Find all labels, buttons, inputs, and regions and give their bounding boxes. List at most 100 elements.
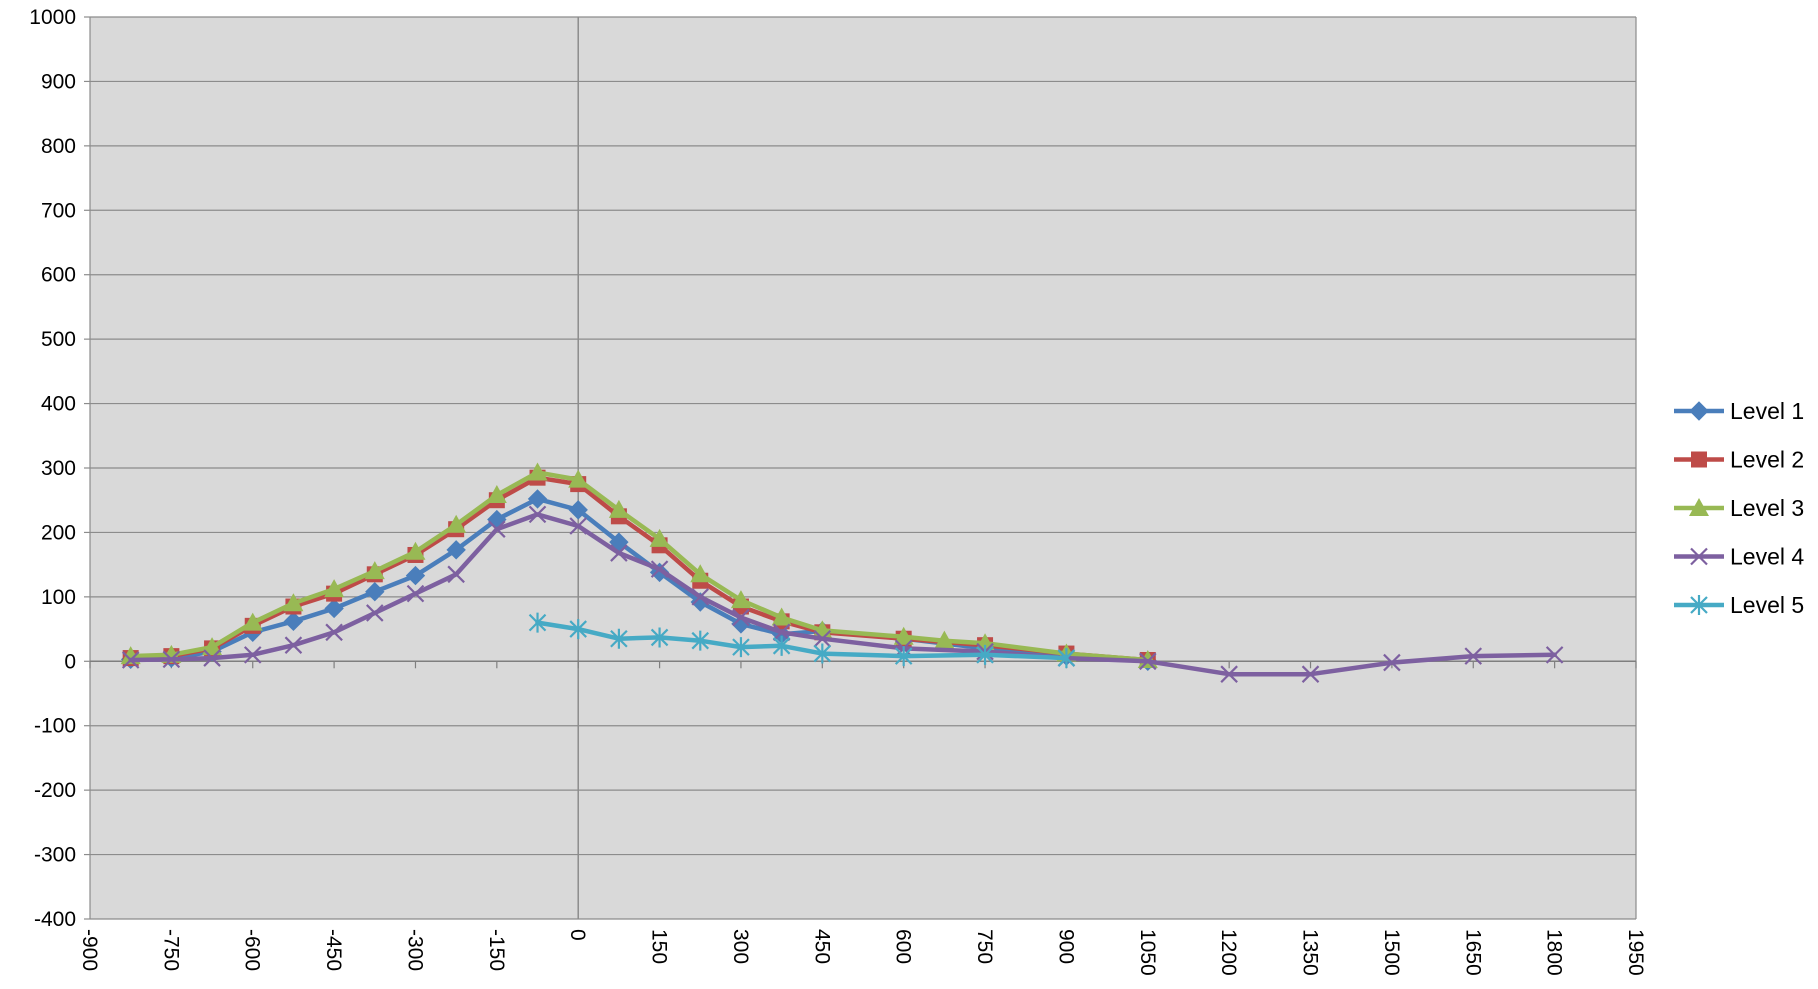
y-tick-label: -400 xyxy=(34,908,76,931)
x-tick-label: -600 xyxy=(241,929,264,971)
x-tick-label: -900 xyxy=(78,929,101,971)
x-marker xyxy=(121,651,140,669)
triangle-marker xyxy=(1689,498,1709,516)
series-level-5 xyxy=(528,612,1076,669)
x-axis-tick-labels: -900 -750 -600 -450 -300 -150 0 150 300 450 600 750… xyxy=(78,929,1647,976)
asterisk-marker xyxy=(1057,648,1076,669)
x-marker xyxy=(1383,653,1401,672)
y-tick-label: 0 xyxy=(64,650,76,673)
x-marker xyxy=(162,650,181,669)
triangle-marker xyxy=(283,593,304,612)
x-marker xyxy=(447,565,465,584)
y-axis-tick-labels: -400 -300 -200 -100 0 100 200 300 400 500 600 700 80… xyxy=(29,6,76,931)
grid-lines xyxy=(90,16,1636,920)
asterisk-marker xyxy=(691,630,710,651)
triangle-marker xyxy=(405,541,426,560)
diamond-marker xyxy=(1689,401,1709,421)
x-tick-label: 1650 xyxy=(1461,929,1484,976)
x-marker xyxy=(203,649,221,667)
x-marker xyxy=(732,608,750,627)
asterisk-marker xyxy=(813,643,832,664)
x-marker xyxy=(366,604,384,622)
x-tick-label: 900 xyxy=(1054,929,1077,964)
y-tick-label: -100 xyxy=(34,715,76,738)
x-marker xyxy=(1220,665,1238,683)
x-marker xyxy=(528,505,547,524)
y-tick-label: -200 xyxy=(34,779,76,802)
legend: Level 1 Level 2 Level 3 Level 4 Level 5 xyxy=(1674,398,1804,618)
legend-label: Level 3 xyxy=(1730,495,1804,521)
asterisk-marker xyxy=(976,644,994,665)
x-tick-label: -450 xyxy=(322,929,345,971)
y-tick-label: -300 xyxy=(34,844,76,867)
x-tick-label: 1050 xyxy=(1136,929,1159,976)
x-marker xyxy=(691,588,710,606)
asterisk-marker xyxy=(528,612,547,633)
y-tick-label: 800 xyxy=(41,135,76,158)
triangle-marker xyxy=(202,637,223,656)
triangle-marker xyxy=(324,579,345,598)
x-tick-label: -300 xyxy=(403,929,426,971)
triangle-marker xyxy=(690,564,711,583)
x-tick-label: 300 xyxy=(729,929,752,964)
legend-item: Level 4 xyxy=(1674,544,1804,570)
asterisk-marker xyxy=(1690,595,1708,615)
x-marker xyxy=(569,517,587,535)
asterisk-marker xyxy=(610,628,628,649)
x-tick-label: 1200 xyxy=(1217,929,1240,976)
y-tick-label: 900 xyxy=(41,70,76,93)
triangle-marker xyxy=(527,462,548,481)
x-marker xyxy=(813,629,832,648)
x-tick-label: 600 xyxy=(892,929,915,964)
triangle-marker xyxy=(771,607,792,626)
triangle-marker xyxy=(730,590,751,609)
diamond-marker xyxy=(527,489,548,509)
y-tick-label: 300 xyxy=(41,457,76,480)
y-tick-label: 700 xyxy=(41,199,76,222)
x-marker xyxy=(1464,647,1483,665)
x-tick-label: 1350 xyxy=(1299,929,1322,976)
x-tick-label: 150 xyxy=(648,929,671,964)
y-tick-label: 600 xyxy=(41,264,76,287)
triangle-marker xyxy=(568,469,589,488)
triangle-marker xyxy=(893,626,914,645)
x-tick-label: -750 xyxy=(159,929,182,971)
series-layer xyxy=(120,462,1564,683)
asterisk-marker xyxy=(569,619,587,640)
triangle-marker xyxy=(364,561,385,580)
x-marker xyxy=(325,623,343,642)
legend-label: Level 1 xyxy=(1730,398,1804,424)
x-tick-label: 0 xyxy=(566,929,589,941)
square-marker xyxy=(1691,451,1707,468)
legend-label: Level 4 xyxy=(1730,544,1804,570)
axes xyxy=(84,16,1637,920)
diamond-marker xyxy=(365,581,385,602)
y-tick-label: 1000 xyxy=(29,6,76,29)
x-marker xyxy=(772,623,791,642)
x-tick-label: 750 xyxy=(973,929,996,964)
x-tick-label: 1800 xyxy=(1543,929,1566,976)
x-marker xyxy=(1139,652,1157,671)
diamond-marker xyxy=(568,500,588,520)
x-tick-label: 1500 xyxy=(1380,929,1403,976)
asterisk-marker xyxy=(772,635,791,656)
legend-item: Level 1 xyxy=(1674,398,1804,424)
legend-item: Level 2 xyxy=(1674,447,1804,473)
triangle-marker xyxy=(242,612,263,631)
y-tick-label: 400 xyxy=(41,393,76,416)
triangle-marker xyxy=(446,514,467,533)
y-tick-label: 500 xyxy=(41,328,76,351)
asterisk-marker xyxy=(732,637,750,658)
x-marker xyxy=(1301,665,1320,683)
x-tick-label: 450 xyxy=(810,929,833,964)
x-marker xyxy=(243,646,262,664)
diamond-marker xyxy=(446,540,466,560)
diamond-marker xyxy=(324,598,344,619)
triangle-marker xyxy=(486,485,507,504)
y-tick-label: 100 xyxy=(41,586,76,609)
x-marker xyxy=(284,636,303,654)
triangle-marker xyxy=(934,630,955,649)
legend-label: Level 5 xyxy=(1730,592,1804,618)
x-marker xyxy=(488,520,506,538)
